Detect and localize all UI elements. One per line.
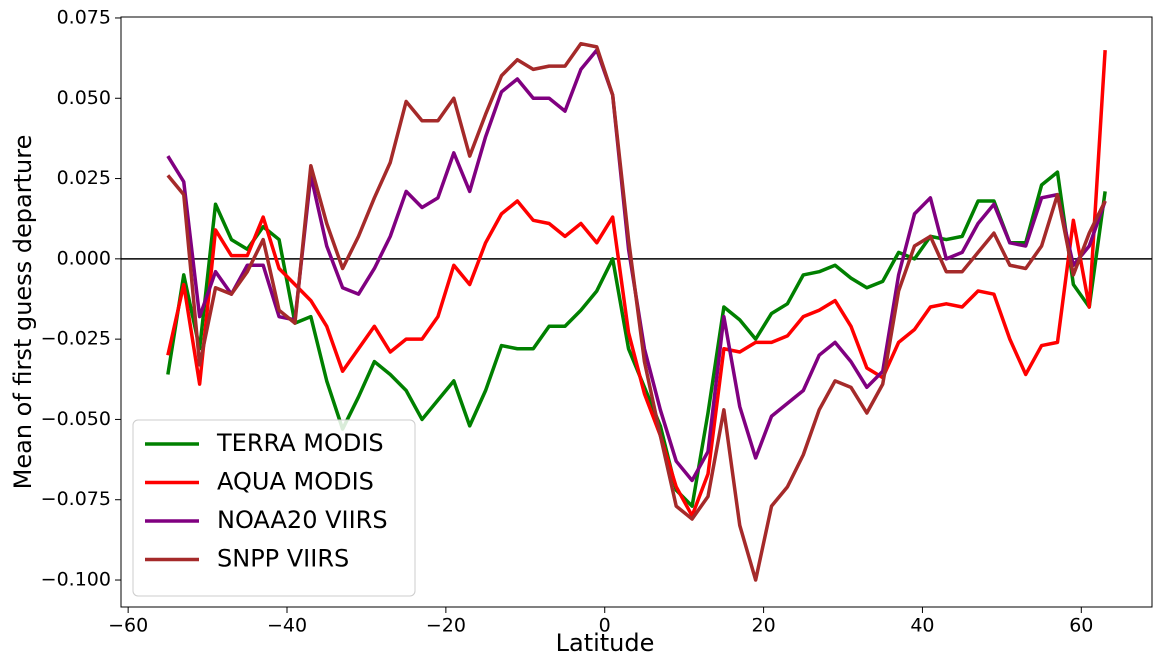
legend-box	[132, 419, 416, 597]
x-tick-label: −60	[108, 615, 148, 637]
y-tick-label: −0.100	[41, 569, 111, 591]
x-tick-label: −20	[426, 615, 466, 637]
legend-label: NOAA20 VIIRS	[217, 506, 388, 534]
y-axis-label: Mean of first guess departure	[9, 135, 37, 490]
plot-frame	[120, 16, 1153, 608]
legend: TERRA MODIS AQUA MODIS NOAA20 VIIRS SNPP VI…	[132, 419, 416, 597]
y-tick-label: 0.025	[57, 167, 111, 189]
series-line	[166, 41, 1107, 582]
x-tick-label: −40	[267, 615, 307, 637]
x-axis-label: Latitude	[556, 629, 655, 657]
y-tick-label: 0.050	[57, 87, 111, 109]
y-tick-label: 0.075	[57, 6, 111, 28]
legend-label: AQUA MODIS	[217, 468, 374, 496]
legend-label: SNPP VIIRS	[217, 545, 349, 573]
x-tick-label: 0	[599, 615, 611, 637]
series-line	[166, 48, 1107, 483]
x-tick-label: 20	[751, 615, 775, 637]
y-tick-label: −0.075	[41, 488, 111, 510]
legend-label: TERRA MODIS	[216, 429, 384, 457]
y-tick-label: −0.050	[41, 408, 111, 430]
series-line	[166, 49, 1107, 518]
y-tick-label: −0.025	[41, 328, 111, 350]
x-tick-label: 60	[1069, 615, 1093, 637]
y-tick-label: 0.000	[57, 247, 111, 269]
x-tick-label: 40	[910, 615, 934, 637]
